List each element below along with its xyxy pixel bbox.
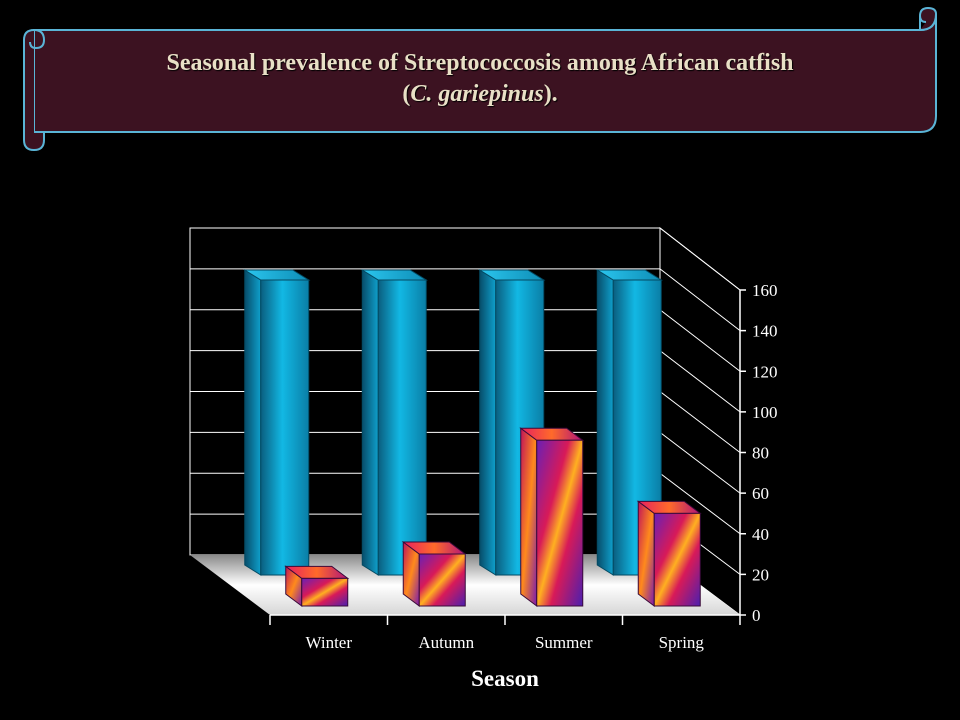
y-tick-label: 20 (752, 565, 769, 584)
y-tick-label: 80 (752, 444, 769, 463)
bar-front-winter (284, 565, 350, 607)
title-line-1: Seasonal prevalence of Streptococcosis a… (166, 50, 794, 76)
y-tick-label: 0 (752, 606, 761, 625)
bar-side (520, 427, 538, 607)
species-name: C. gariepinus (410, 81, 544, 107)
bar-back-winter (243, 269, 311, 576)
bar-back-autumn (360, 269, 428, 576)
y-axis: 0 20 40 60 80 100 120 140 160 (739, 281, 778, 625)
gridline (190, 227, 741, 291)
bar-front-spring (636, 500, 702, 607)
y-tick-label: 120 (752, 362, 778, 381)
y-tick-label: 60 (752, 484, 769, 503)
bar-front-summer (519, 427, 585, 607)
title-banner (23, 6, 938, 152)
title-line-2: (C. gariepinus). (402, 81, 558, 107)
bar-side (361, 269, 379, 576)
x-axis: Winter Autumn Summer Spring (269, 614, 741, 652)
bar-face (653, 512, 701, 607)
bar-side (244, 269, 262, 576)
bar-side (637, 500, 655, 607)
page-title: Seasonal prevalence of Streptococcosis a… (40, 48, 920, 110)
y-tick-label: 140 (752, 322, 778, 341)
bar-side (596, 269, 614, 576)
x-axis-title: Season (471, 666, 539, 691)
bar-side (479, 269, 497, 576)
bar-face (301, 577, 349, 607)
y-tick-label: 40 (752, 525, 769, 544)
bar-face (260, 279, 310, 576)
bar-face (536, 439, 584, 607)
gridline (190, 268, 741, 332)
bar-face (377, 279, 427, 576)
y-tick-label: 100 (752, 403, 778, 422)
x-tick-label-summer: Summer (535, 633, 593, 652)
y-tick-label: 160 (752, 281, 778, 300)
x-tick-label-winter: Winter (305, 633, 352, 652)
front-series-bars (284, 427, 702, 607)
x-tick-label-autumn: Autumn (418, 633, 474, 652)
banner-left-roll (23, 29, 45, 152)
bar-front-autumn (401, 541, 467, 607)
x-tick-label-spring: Spring (659, 633, 705, 652)
bar-face (418, 553, 466, 607)
